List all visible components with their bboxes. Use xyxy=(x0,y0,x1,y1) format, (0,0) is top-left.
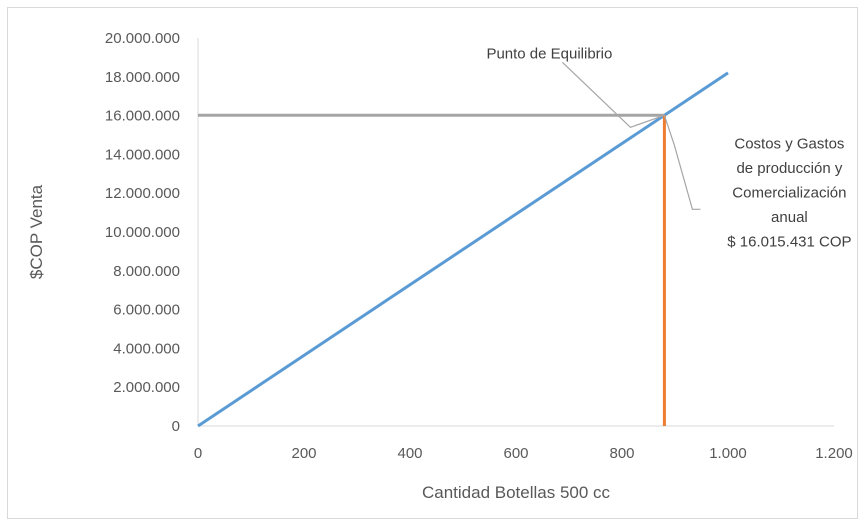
y-axis-title: $COP Venta xyxy=(27,184,46,279)
x-tick-label: 400 xyxy=(397,445,422,462)
y-tick-label: 14.000.000 xyxy=(105,146,180,163)
cost-annotation-line-4: anual xyxy=(771,209,808,226)
break-even-leader xyxy=(561,61,665,128)
sales-line xyxy=(197,71,729,428)
break-even-label: Punto de Equilibrio xyxy=(486,45,612,62)
y-tick-label: 20.000.000 xyxy=(105,30,180,47)
y-tick-label: 18.000.000 xyxy=(105,69,180,86)
cost-annotation-line-3: Comercialización xyxy=(732,184,846,201)
y-tick-label: 6.000.000 xyxy=(113,302,180,319)
y-tick-labels: 0 2.000.000 4.000.000 6.000.000 8.000.000 10.… xyxy=(105,30,180,435)
y-tick-label: 2.000.000 xyxy=(113,379,180,396)
x-tick-label: 1.000 xyxy=(709,445,747,462)
y-tick-label: 8.000.000 xyxy=(113,263,180,280)
x-tick-label: 1.200 xyxy=(815,445,853,462)
y-tick-label: 4.000.000 xyxy=(113,340,180,357)
x-tick-label: 200 xyxy=(291,445,316,462)
cost-annotation: Costos y Gastos de producción y Comercia… xyxy=(727,135,851,250)
chart-frame xyxy=(7,7,858,519)
cost-annotation-line-2: de producción y xyxy=(736,160,842,177)
cost-leader xyxy=(663,115,701,210)
annotation-leaders xyxy=(561,61,701,210)
x-tick-label: 600 xyxy=(503,445,528,462)
x-tick-labels: 0 200 400 600 800 1.000 1.200 xyxy=(194,445,853,462)
x-tick-label: 0 xyxy=(194,445,202,462)
y-tick-label: 0 xyxy=(172,418,180,435)
x-tick-label: 800 xyxy=(609,445,634,462)
cost-annotation-line-1: Costos y Gastos xyxy=(734,135,844,152)
y-tick-label: 16.000.000 xyxy=(105,108,180,125)
y-tick-label: 12.000.000 xyxy=(105,185,180,202)
y-tick-label: 10.000.000 xyxy=(105,224,180,241)
x-axis-title: Cantidad Botellas 500 cc xyxy=(422,483,611,502)
series xyxy=(197,71,729,428)
cost-annotation-line-5: $ 16.015.431 COP xyxy=(727,233,851,250)
